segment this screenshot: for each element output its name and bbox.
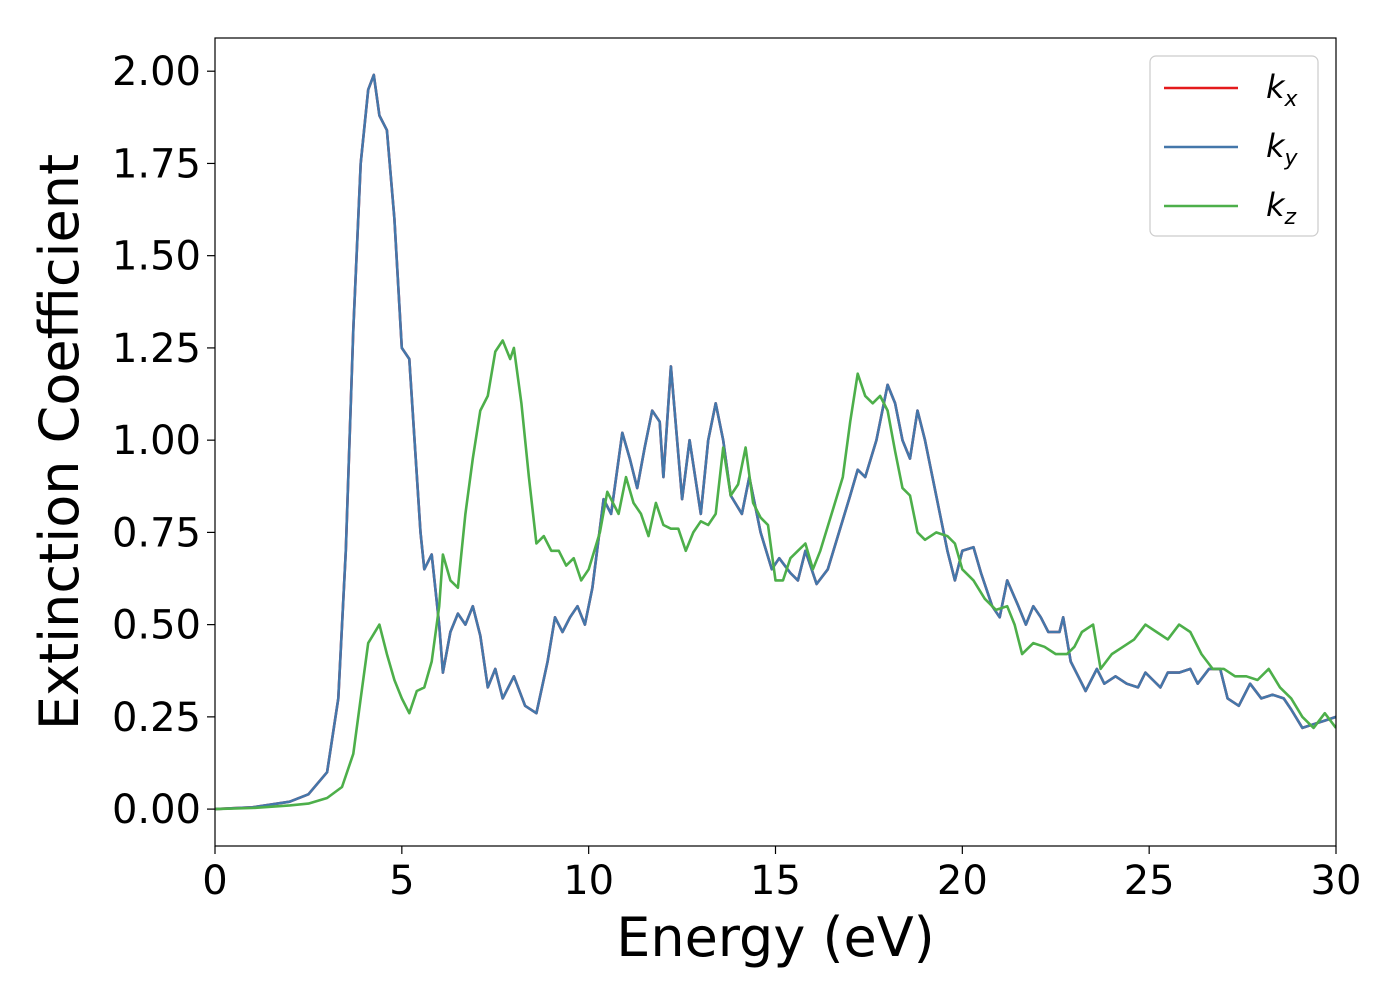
y-tick-label: 0.75 xyxy=(112,510,201,556)
legend-label-subscript: y xyxy=(1284,146,1299,171)
series-line-ky xyxy=(215,73,1336,811)
x-axis: 0 5 10 15 20 25 30 xyxy=(202,846,1361,904)
y-tick-label: 1.00 xyxy=(112,418,201,464)
legend-label-base: k xyxy=(1266,186,1286,224)
y-tick-label: 1.25 xyxy=(112,326,201,372)
series-layer xyxy=(215,73,1336,811)
legend-label-base: k xyxy=(1266,127,1286,165)
x-tick-label: 20 xyxy=(937,858,988,904)
x-tick-label: 15 xyxy=(750,858,801,904)
y-tick-label: 1.50 xyxy=(112,234,201,280)
y-tick-label: 0.25 xyxy=(112,695,201,741)
legend-label: kx xyxy=(1266,68,1299,112)
legend-label-subscript: x xyxy=(1284,87,1299,112)
y-axis-label: Extinction Coefficient xyxy=(28,154,91,730)
x-tick-label: 30 xyxy=(1311,858,1362,904)
series-line-kz xyxy=(215,339,1336,811)
x-tick-label: 25 xyxy=(1124,858,1175,904)
legend-label: kz xyxy=(1266,186,1297,230)
x-tick-label: 5 xyxy=(389,858,414,904)
x-tick-label: 0 xyxy=(202,858,227,904)
x-tick-label: 10 xyxy=(563,858,614,904)
y-axis: 0.00 0.25 0.50 0.75 1.00 1.25 1.50 1.75 2.00 xyxy=(112,49,215,833)
y-tick-label: 2.00 xyxy=(112,49,201,95)
legend-label: ky xyxy=(1266,127,1299,171)
legend-label-subscript: z xyxy=(1284,205,1297,230)
x-axis-label: Energy (eV) xyxy=(616,906,935,969)
y-tick-label: 1.75 xyxy=(112,141,201,187)
legend-label-base: k xyxy=(1266,68,1286,106)
y-tick-label: 0.00 xyxy=(112,787,201,833)
y-tick-label: 0.50 xyxy=(112,603,201,649)
